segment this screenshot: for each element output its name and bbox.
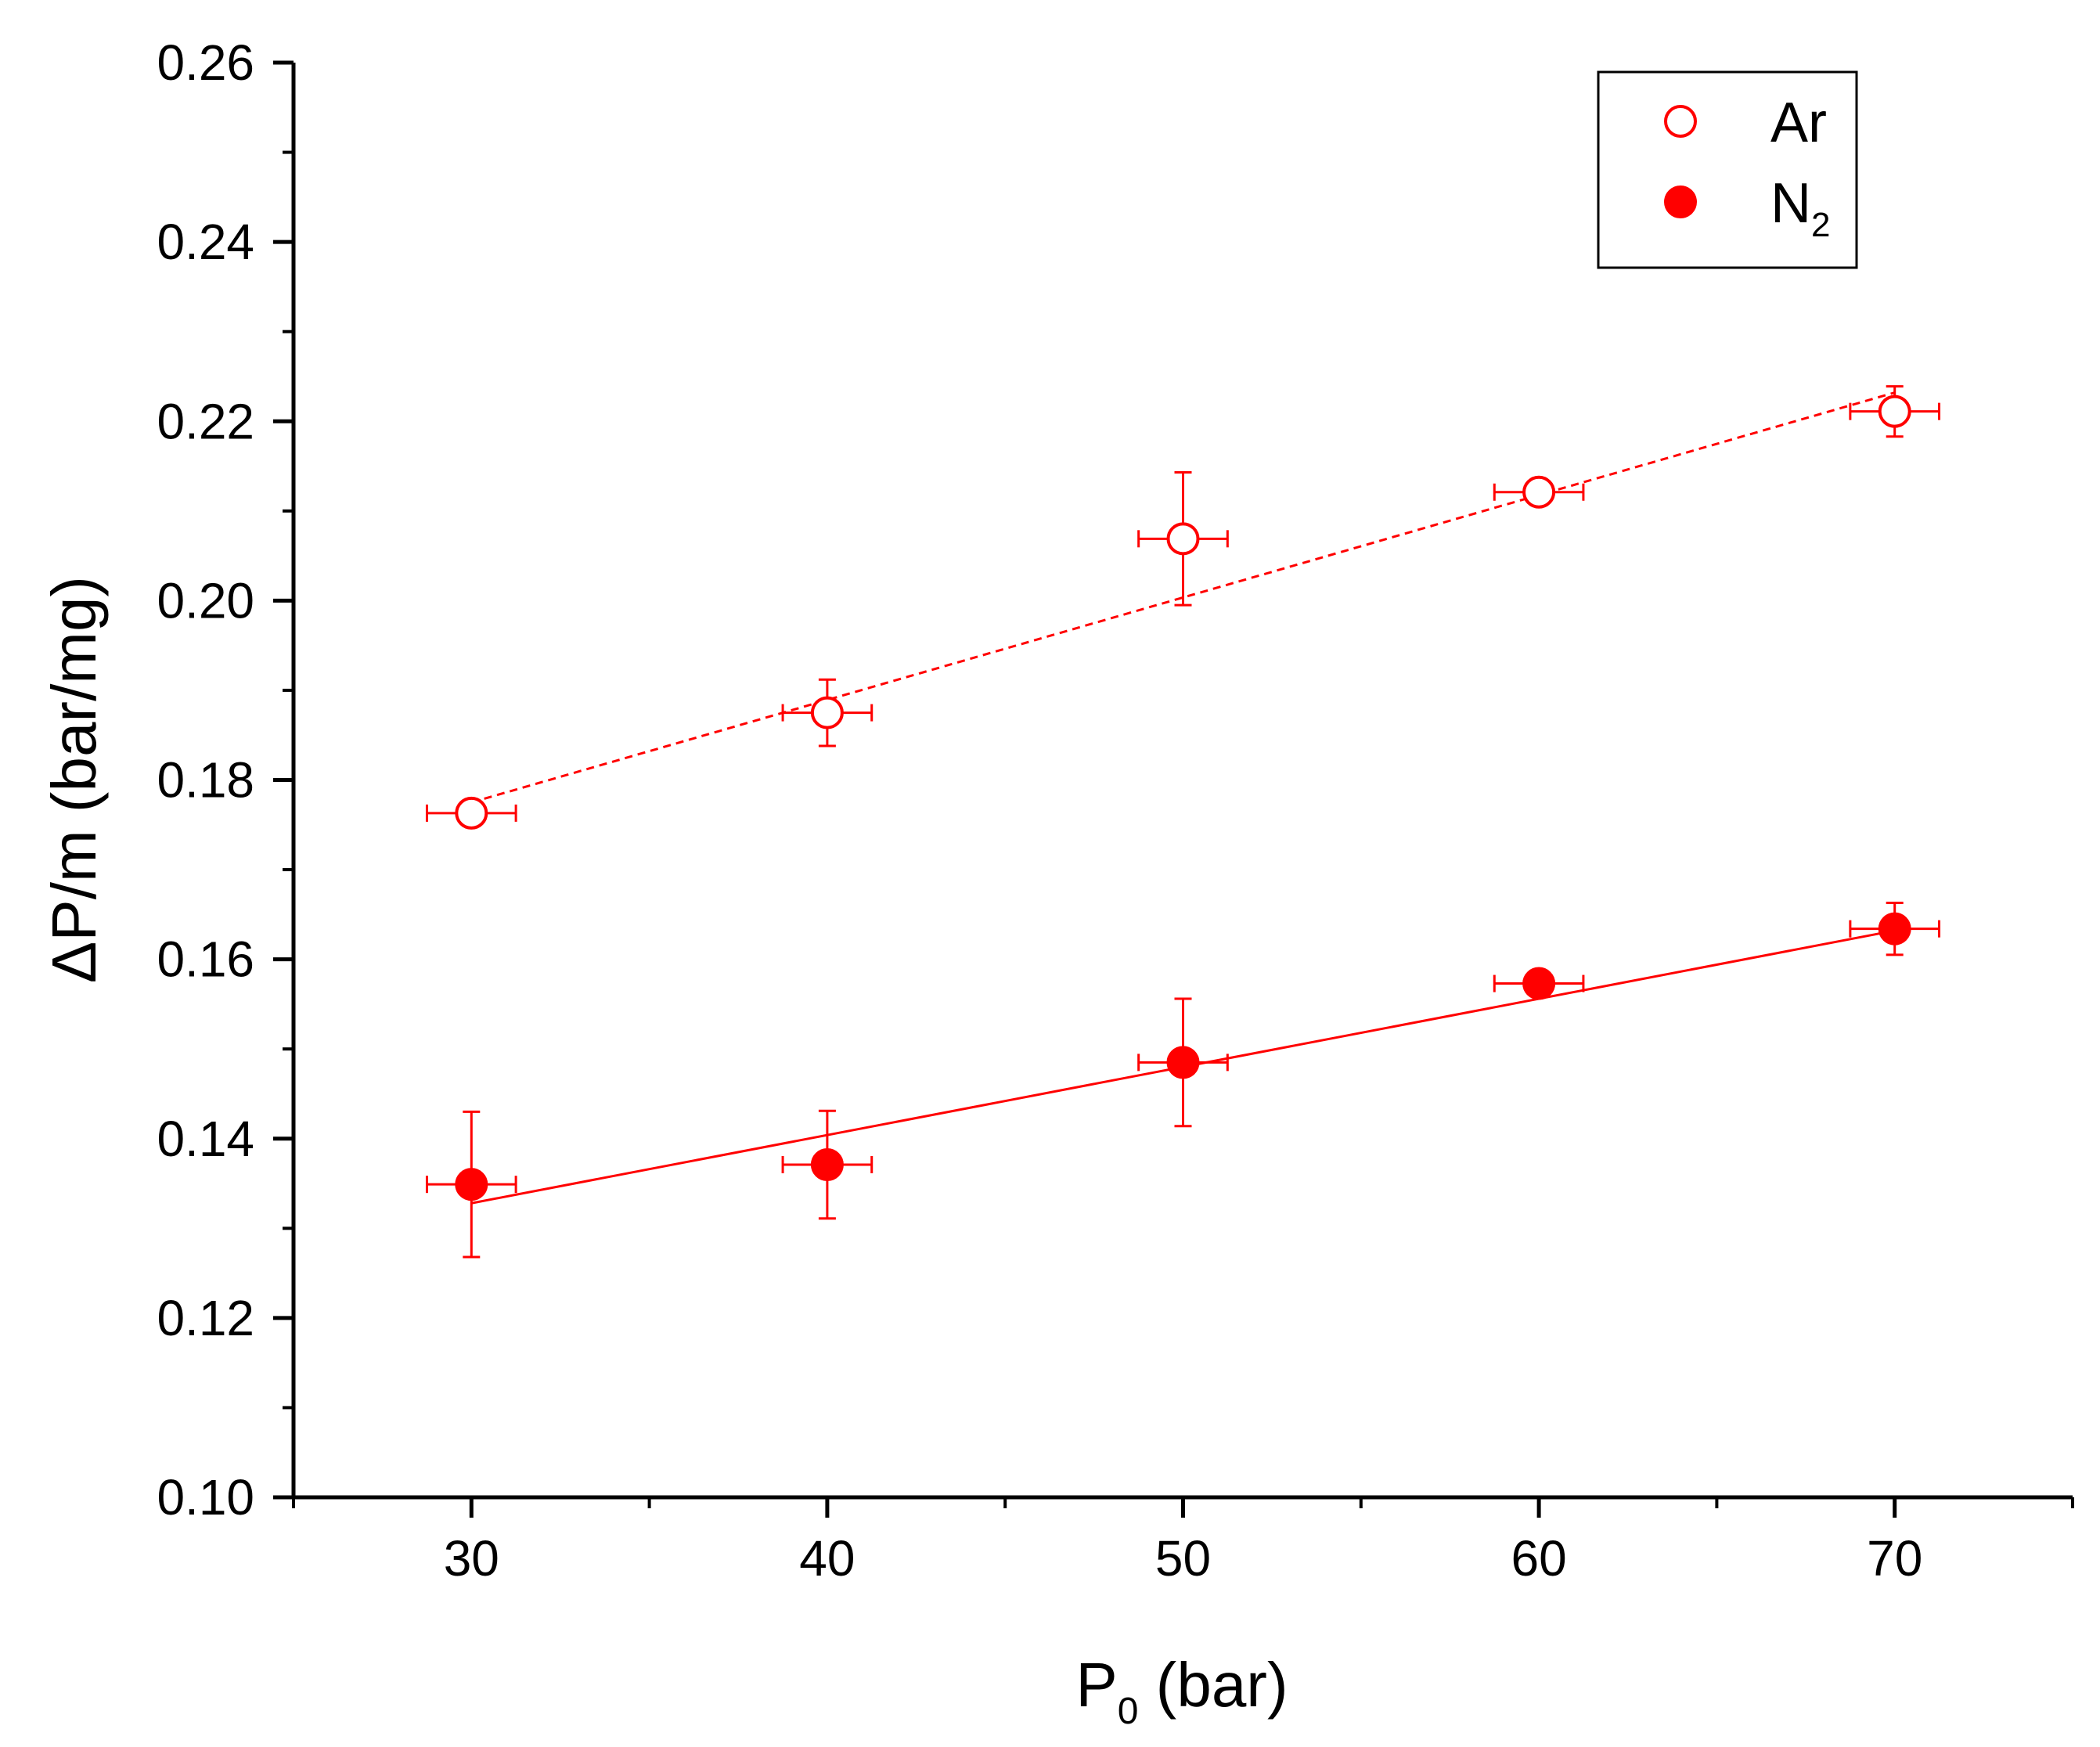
data-point-n2 — [1522, 967, 1556, 1000]
data-point-ar — [1522, 475, 1556, 509]
y-tick-label: 0.24 — [157, 214, 254, 270]
legend-label-ar-main: Ar — [1770, 92, 1827, 154]
legend-label-n2: N2 — [1770, 172, 1830, 244]
data-point-ar — [810, 696, 844, 729]
x-tick-label: 60 — [1511, 1530, 1567, 1587]
data-point-ar — [1166, 522, 1200, 556]
data-point-ar — [1878, 394, 1911, 428]
x-axis-label: P0 (bar) — [1075, 1650, 1288, 1732]
y-tick-label: 0.22 — [157, 393, 254, 449]
data-point-n2 — [810, 1147, 844, 1181]
x-tick-label: 30 — [444, 1530, 499, 1587]
y-axis-label: ΔP/m (bar/mg) — [39, 576, 109, 983]
y-tick-label: 0.12 — [157, 1290, 254, 1346]
legend-label-n2-subscript: 2 — [1811, 206, 1830, 244]
tick-labels: 0.10 0.12 0.14 0.16 0.18 0.20 0.22 0.24 0.26 30 40… — [157, 34, 1922, 1587]
x-axis-label-unit: (bar) — [1138, 1650, 1288, 1720]
y-tick-label: 0.14 — [157, 1111, 254, 1167]
y-tick-label: 0.26 — [157, 34, 254, 91]
data-point-ar — [455, 796, 488, 830]
legend-box — [1597, 70, 1858, 269]
y-tick-label: 0.10 — [157, 1469, 254, 1525]
x-tick-label: 50 — [1155, 1530, 1211, 1587]
x-tick-label: 70 — [1867, 1530, 1922, 1587]
legend-label-n2-main: N — [1770, 172, 1811, 235]
x-axis-label-main: P — [1075, 1650, 1117, 1720]
y-tick-label: 0.18 — [157, 752, 254, 809]
data-point-n2 — [1878, 912, 1911, 946]
data-point-n2 — [455, 1168, 488, 1201]
x-tick-label: 40 — [799, 1530, 855, 1587]
legend-marker-ar — [1664, 105, 1697, 138]
fit-line-ar — [470, 391, 1896, 804]
data-point-n2 — [1166, 1046, 1200, 1079]
axes — [291, 63, 2073, 1500]
y-tick-label: 0.16 — [157, 931, 254, 988]
plot-area — [425, 385, 1941, 1259]
legend-marker-n2 — [1664, 186, 1697, 218]
x-axis-label-subscript: 0 — [1118, 1691, 1139, 1732]
legend-label-ar: Ar — [1770, 92, 1827, 154]
y-tick-label: 0.20 — [157, 572, 254, 629]
ticks — [273, 60, 2074, 1518]
legend: Ar N2 — [1597, 70, 1858, 269]
